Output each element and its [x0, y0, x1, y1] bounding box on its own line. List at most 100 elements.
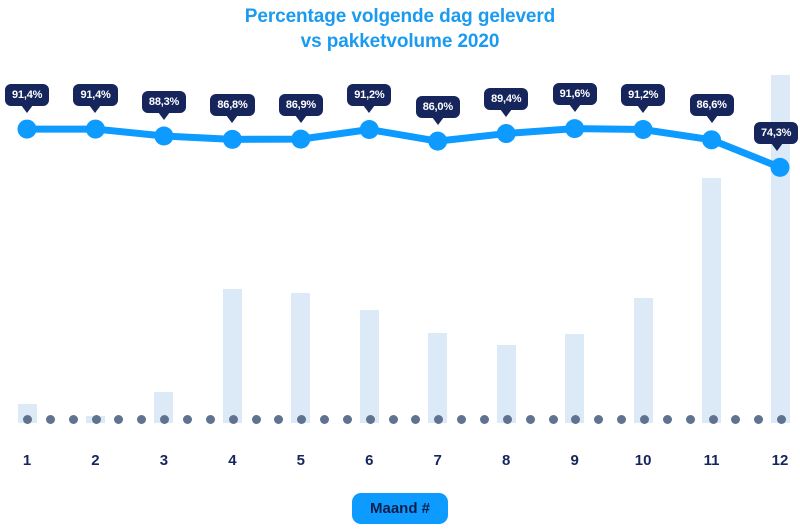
value-label-month-8: 89,4%: [484, 88, 529, 118]
line-marker-month-5[interactable]: [291, 129, 311, 149]
value-label-month-1: 91,4%: [5, 83, 50, 113]
baseline-dot: [662, 415, 672, 424]
value-label-month-3: 88,3%: [141, 90, 187, 120]
line-marker-month-3[interactable]: [154, 126, 174, 146]
bar-volume-month-4: [222, 289, 242, 423]
line-marker-month-2[interactable]: [85, 119, 105, 139]
baseline-dot: [137, 415, 147, 424]
line-marker-month-1[interactable]: [17, 119, 37, 139]
baseline-dot: [617, 415, 627, 424]
baseline-dot: [708, 415, 718, 424]
baseline-dot: [205, 415, 215, 424]
x-tick-9: 9: [570, 452, 579, 469]
baseline-dot: [457, 415, 467, 424]
value-label-month-2: 91,4%: [73, 83, 118, 113]
x-tick-8: 8: [502, 452, 511, 469]
value-label-month-5: 86,9%: [278, 93, 324, 123]
baseline-dot: [754, 415, 764, 424]
baseline-dot: [571, 415, 581, 424]
baseline-dot: [777, 415, 787, 424]
baseline-dot: [480, 415, 489, 424]
baseline-dot: [297, 415, 307, 424]
x-tick-1: 1: [22, 452, 32, 469]
line-marker-month-8[interactable]: [496, 124, 516, 144]
chart-title: Percentage volgende dag geleverd vs pakk…: [0, 4, 800, 54]
label-pointer-icon: [363, 105, 376, 113]
baseline-dot: [182, 415, 192, 424]
value-label-month-6: 91,2%: [347, 84, 392, 113]
value-label-month-7: 86,0%: [415, 95, 460, 125]
baseline-dot: [68, 415, 78, 424]
x-axis-tick-labels: 1 2 3 4 5 6 7 8 9 10 11 12: [0, 452, 800, 480]
label-pointer-icon: [500, 109, 513, 118]
label-pointer-icon: [568, 104, 581, 113]
bar-volume-month-10: [633, 297, 653, 423]
baseline-dot: [320, 415, 330, 424]
label-pointer-icon: [705, 115, 718, 124]
baseline-dot: [639, 415, 649, 424]
baseline-dot: [23, 415, 32, 424]
x-tick-11: 11: [703, 452, 720, 469]
label-pointer-icon: [431, 116, 444, 125]
x-tick-5: 5: [296, 452, 305, 469]
x-tick-12: 12: [771, 452, 789, 469]
line-path: [23, 125, 784, 171]
baseline-dot: [365, 415, 375, 424]
x-tick-7: 7: [433, 452, 442, 469]
line-marker-month-7[interactable]: [428, 131, 448, 151]
baseline-dot: [548, 415, 558, 424]
baseline-dot: [525, 415, 535, 424]
line-marker-month-6[interactable]: [359, 120, 379, 140]
x-tick-2: 2: [91, 452, 100, 469]
chart-title-line-2: vs pakketvolume 2020: [300, 31, 500, 52]
baseline-dot: [251, 415, 261, 424]
baseline-dot: [45, 415, 55, 424]
value-label-month-4: 86,8%: [210, 93, 255, 123]
value-label-month-11: 86,6%: [689, 94, 734, 124]
baseline-dot: [731, 415, 741, 424]
label-pointer-icon: [637, 105, 650, 113]
baseline-dot: [91, 415, 101, 424]
plot-area: 91,4% 91,4% 88,3% 86,8% 86,9% 91,2% 86,0% 89,4%…: [5, 75, 799, 424]
bar-volume-month-5: [291, 292, 311, 423]
x-tick-10: 10: [634, 452, 652, 469]
bar-volume-month-8: [496, 344, 516, 423]
bar-volume-month-9: [565, 334, 585, 423]
value-label-month-9: 91,6%: [552, 83, 597, 113]
baseline-dot: [228, 415, 238, 424]
baseline-dot: [114, 415, 124, 424]
line-series: [17, 119, 790, 177]
line-marker-month-9[interactable]: [565, 119, 585, 139]
label-pointer-icon: [771, 142, 783, 151]
label-pointer-icon: [157, 111, 170, 120]
bar-volume-month-6: [359, 309, 379, 423]
chart-title-line-1: Percentage volgende dag geleverd: [244, 6, 556, 27]
value-label-month-10: 91,2%: [621, 84, 666, 113]
x-tick-3: 3: [159, 452, 169, 469]
line-marker-month-12[interactable]: [770, 157, 790, 177]
baseline-dot: [434, 415, 444, 424]
line-marker-month-10[interactable]: [633, 120, 653, 140]
x-tick-6: 6: [365, 452, 374, 469]
baseline-dot: [594, 415, 604, 424]
x-axis-title-badge: Maand #: [351, 493, 449, 524]
baseline-dot: [502, 415, 512, 424]
x-tick-4: 4: [228, 452, 237, 469]
line-marker-month-4[interactable]: [222, 129, 242, 149]
line-marker-month-11[interactable]: [702, 130, 722, 150]
baseline-dot: [388, 415, 398, 424]
baseline-dot: [685, 415, 695, 424]
label-pointer-icon: [89, 104, 102, 113]
value-label-month-12: 74,3%: [754, 121, 799, 151]
label-pointer-icon: [226, 114, 239, 123]
label-pointer-icon: [294, 114, 307, 123]
label-pointer-icon: [21, 104, 33, 113]
bar-volume-month-3: [154, 391, 174, 423]
bar-volume-month-7: [428, 332, 448, 423]
baseline-dot: [342, 415, 352, 424]
line-markers: [17, 119, 790, 177]
baseline-dot: [160, 415, 170, 424]
baseline-dot: [411, 415, 421, 424]
baseline-dot: [274, 415, 284, 424]
